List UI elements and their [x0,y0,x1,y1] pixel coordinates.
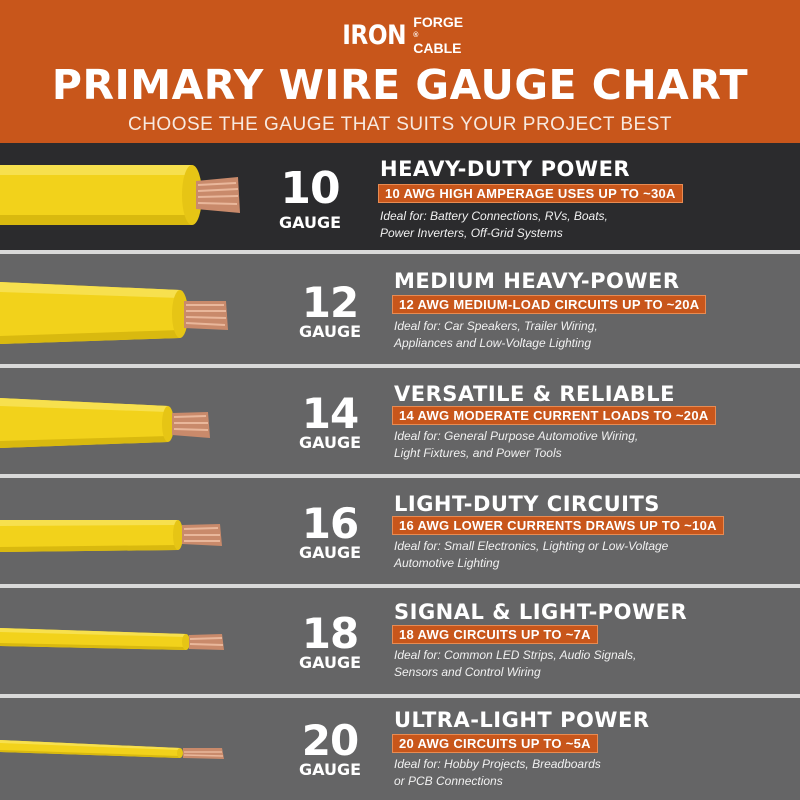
wire-10-image [0,165,240,225]
gauge-desc-18: Ideal for: Common LED Strips, Audio Sign… [394,647,754,681]
gauge-label-14: GAUGE [298,433,362,452]
gauge-row-18: 18 GAUGE SIGNAL & LIGHT-POWER 18 AWG CIR… [0,588,800,694]
gauge-label-18: GAUGE [298,653,362,672]
gauge-badge-18: 18 AWG CIRCUITS UP TO ~7A [392,625,598,644]
row-divider [0,474,800,478]
logo-forge-cable: FORGE ® CABLE [413,14,464,56]
brand-logo: IRON FORGE ® CABLE [0,14,800,56]
gauge-badge-16: 16 AWG LOWER CURRENTS DRAWS UP TO ~10A [392,516,724,535]
gauge-row-10: 10 GAUGE HEAVY-DUTY POWER 10 AWG HIGH AM… [0,143,800,250]
gauge-desc-16-line1: Ideal for: Small Electronics, Lighting o… [394,539,669,553]
gauge-number-16: 16 [301,499,359,548]
gauge-number-20: 20 [301,716,359,765]
gauge-label-16: GAUGE [298,543,362,562]
gauge-heading-10: HEAVY-DUTY POWER [380,157,631,181]
gauge-badge-20: 20 AWG CIRCUITS UP TO ~5A [392,734,598,753]
logo-cable-text: CABLE [413,40,462,56]
logo-forge-text: FORGE [413,14,464,30]
gauge-number-10: 10 [280,163,340,214]
gauge-desc-12: Ideal for: Car Speakers, Trailer Wiring,… [394,318,754,352]
logo-iron-text: IRON [342,19,407,51]
gauge-desc-14-line1: Ideal for: General Purpose Automotive Wi… [394,429,639,443]
gauge-badge-14: 14 AWG MODERATE CURRENT LOADS TO ~20A [392,406,716,425]
gauge-label-12: GAUGE [298,322,362,341]
wire-18-image [0,628,224,650]
gauge-number-12: 12 [301,278,359,327]
gauge-number-14: 14 [301,389,359,438]
gauge-heading-16: LIGHT-DUTY CIRCUITS [394,492,660,516]
gauge-heading-12: MEDIUM HEAVY-POWER [394,269,680,293]
gauge-heading-18: SIGNAL & LIGHT-POWER [394,600,688,624]
row-divider [0,364,800,368]
gauge-badge-12: 12 AWG MEDIUM-LOAD CIRCUITS UP TO ~20A [392,295,707,314]
gauge-desc-14: Ideal for: General Purpose Automotive Wi… [394,428,754,462]
gauge-row-16: 16 GAUGE LIGHT-DUTY CIRCUITS 16 AWG LOWE… [0,478,800,584]
gauge-row-12: 12 GAUGE MEDIUM HEAVY-POWER 12 AWG MEDIU… [0,254,800,364]
gauge-desc-20-line2: or PCB Connections [394,774,503,788]
gauge-desc-16-line2: Automotive Lighting [394,556,500,570]
gauge-heading-14: VERSATILE & RELIABLE [394,382,676,406]
gauge-desc-10-line1: Ideal for: Battery Connections, RVs, Boa… [380,209,608,223]
wire-16-image [0,520,222,552]
gauge-desc-10: Ideal for: Battery Connections, RVs, Boa… [380,208,740,242]
gauge-row-14: 14 GAUGE VERSATILE & RELIABLE 14 AWG MOD… [0,368,800,474]
gauge-desc-20: Ideal for: Hobby Projects, Breadboards o… [394,756,754,790]
gauge-desc-14-line2: Light Fixtures, and Power Tools [394,446,562,460]
row-divider [0,694,800,698]
gauge-heading-20: ULTRA-LIGHT POWER [394,708,650,732]
wire-14-image [0,398,210,448]
gauge-desc-16: Ideal for: Small Electronics, Lighting o… [394,538,754,572]
page-title: PRIMARY WIRE GAUGE CHART [51,61,749,109]
row-divider [0,250,800,254]
wire-20-image [0,740,224,759]
gauge-desc-12-line1: Ideal for: Car Speakers, Trailer Wiring, [394,319,598,333]
gauge-desc-18-line1: Ideal for: Common LED Strips, Audio Sign… [394,648,637,662]
gauge-desc-20-line1: Ideal for: Hobby Projects, Breadboards [394,757,601,771]
gauge-badge-10: 10 AWG HIGH AMPERAGE USES UP TO ~30A [378,184,683,203]
logo-registered-mark: ® [413,32,419,39]
gauge-number-18: 18 [301,609,359,658]
gauge-label-10: GAUGE [278,213,342,232]
page-subtitle: CHOOSE THE GAUGE THAT SUITS YOUR PROJECT… [127,114,673,135]
gauge-desc-10-line2: Power Inverters, Off-Grid Systems [380,226,563,240]
row-divider [0,584,800,588]
header-banner: IRON FORGE ® CABLE PRIMARY WIRE GAUGE CHA… [0,0,800,143]
gauge-label-20: GAUGE [298,760,362,779]
wire-12-image [0,282,228,344]
gauge-desc-12-line2: Appliances and Low-Voltage Lighting [394,336,592,350]
gauge-row-20: 20 GAUGE ULTRA-LIGHT POWER 20 AWG CIRCUI… [0,698,800,800]
gauge-desc-18-line2: Sensors and Control Wiring [394,665,541,679]
